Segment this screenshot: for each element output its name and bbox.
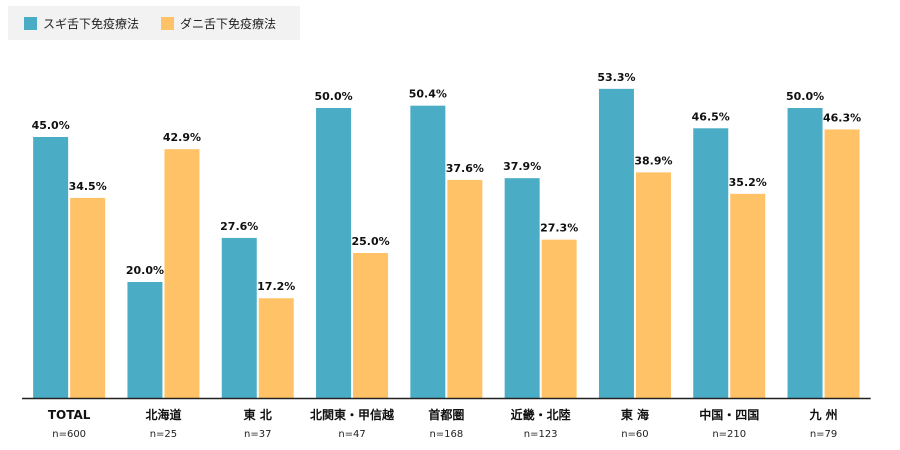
sample-size-4: n=168 [429,429,463,440]
data-label-sugi-8: 50.0% [786,90,824,103]
data-label-dani-3: 25.0% [351,235,389,248]
data-label-sugi-5: 37.9% [503,160,541,173]
legend-label-dani: ダニ舌下免疫療法 [180,16,277,31]
data-label-dani-1: 42.9% [163,131,201,144]
bar-sugi-7 [693,128,729,399]
category-label-8: 九 州 [808,407,837,422]
data-label-dani-5: 27.3% [540,222,578,235]
data-label-sugi-6: 53.3% [597,71,635,84]
category-label-6: 東 海 [621,407,649,422]
category-label-0: TOTAL [48,408,91,422]
legend-swatch-dani [161,16,175,30]
sample-size-1: n=25 [150,429,177,440]
data-label-dani-8: 46.3% [823,111,861,124]
category-label-4: 首都圏 [428,407,464,422]
bar-sugi-5 [504,178,540,398]
category-label-7: 中国・四国 [699,407,759,422]
bar-dani-2 [258,298,294,398]
bar-dani-7 [730,193,766,398]
bar-sugi-6 [598,88,634,399]
legend-item-dani: ダニ舌下免疫療法 [161,15,276,32]
category-label-2: 東 北 [244,407,272,422]
bar-sugi-4 [410,105,446,399]
bar-sugi-3 [316,108,352,398]
data-label-dani-4: 37.6% [446,162,484,175]
data-label-dani-2: 17.2% [257,280,295,293]
bar-dani-0 [70,197,106,398]
category-label-1: 北海道 [145,407,181,422]
category-label-5: 近畿・北陸 [511,407,571,422]
sample-size-2: n=37 [244,429,271,440]
bar-dani-8 [824,129,860,398]
data-label-dani-7: 35.2% [729,176,767,189]
data-label-sugi-1: 20.0% [126,264,164,277]
sample-size-6: n=60 [621,429,648,440]
sample-size-5: n=123 [524,429,558,440]
data-label-sugi-2: 27.6% [220,220,258,233]
bar-sugi-0 [33,137,69,398]
sample-size-0: n=600 [52,429,86,440]
bar-dani-1 [164,149,200,398]
chart-legend: スギ舌下免疫療法 ダニ舌下免疫療法 [8,6,300,40]
category-label-3: 北関東・甲信越 [310,407,395,422]
bar-dani-3 [353,253,389,398]
sample-size-3: n=47 [338,429,365,440]
bar-dani-4 [447,179,483,398]
bar-sugi-2 [221,237,257,398]
sample-size-8: n=79 [810,429,837,440]
data-label-sugi-4: 50.4% [409,88,447,101]
data-label-sugi-7: 46.5% [692,110,730,123]
data-label-dani-6: 38.9% [634,154,672,167]
legend-swatch-sugi [24,16,37,30]
legend-item-sugi: スギ舌下免疫療法 [24,15,139,32]
bar-dani-5 [541,239,577,398]
bar-sugi-1 [127,282,163,398]
data-label-sugi-0: 45.0% [32,119,70,132]
legend-label-sugi: スギ舌下免疫療法 [43,16,140,31]
bar-sugi-8 [787,108,823,398]
data-label-dani-0: 34.5% [69,180,107,193]
data-label-sugi-3: 50.0% [314,90,352,103]
bar-dani-6 [635,172,671,398]
sample-size-7: n=210 [712,429,746,440]
